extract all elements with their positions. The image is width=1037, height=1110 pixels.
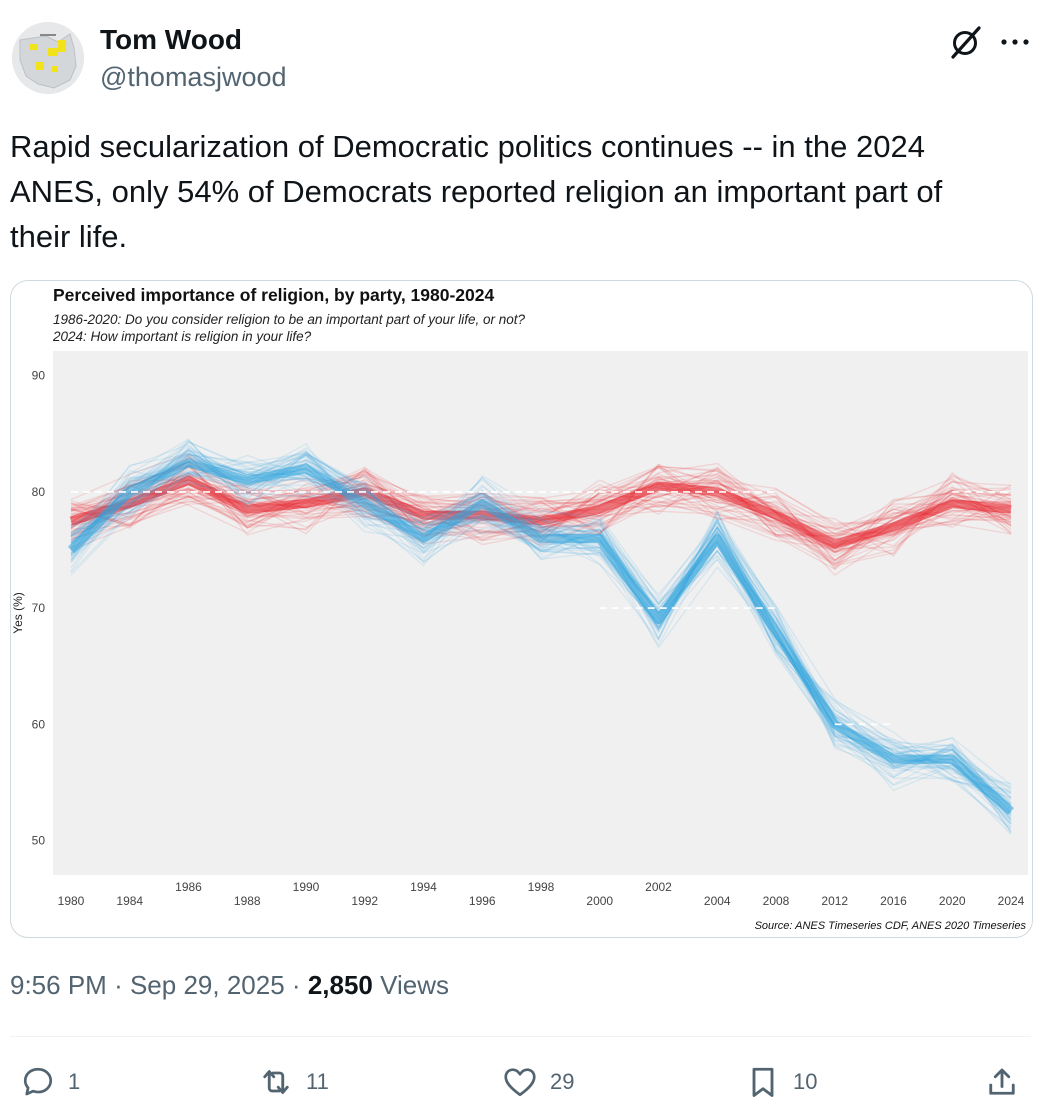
series-sample-line [70,454,1012,833]
grok-icon[interactable] [948,24,984,60]
series-sample-line [70,485,1012,561]
series-sample-line [70,454,1012,794]
bookmark-button[interactable]: 10 [745,1060,817,1104]
series-sample-line [70,467,1012,557]
series-sample-line [70,446,1012,800]
x-tick-label: 1996 [469,894,496,908]
y-tick-label: 60 [32,717,46,731]
x-tick-label: 1986 [175,880,202,894]
chart-title: Perceived importance of religion, by par… [53,285,495,305]
reply-icon [23,1067,53,1096]
x-tick-label: 2000 [586,894,613,908]
y-tick-label: 80 [32,485,46,499]
series-sample-line [70,472,1012,786]
x-tick-label: 2002 [645,880,672,894]
y-tick-label: 70 [32,601,46,615]
tweet-meta: 9:56 PM · Sep 29, 2025 · 2,850 Views [10,970,449,1001]
meta-separator-2: · [291,970,301,1000]
divider [10,1036,1031,1037]
y-tick-label: 90 [32,369,46,383]
tweet-date[interactable]: Sep 29, 2025 [129,970,285,1000]
views-label: Views [380,970,450,1000]
bookmark-count: 10 [793,1069,818,1094]
series-line-republicans [69,475,1012,549]
series-sample-line [70,447,1012,798]
share-icon [989,1068,1015,1095]
series-band-republicans [69,452,1012,576]
tweet-time[interactable]: 9:56 PM [10,970,107,1000]
like-button[interactable]: 29 [502,1060,574,1104]
reply-count: 1 [68,1069,81,1094]
y-axis-label: Yes (%) [11,592,25,634]
avatar[interactable] [12,22,84,94]
y-tick-label: 50 [32,834,46,848]
series-sample-line [70,442,1012,828]
ohio-map-avatar-icon [12,22,84,94]
series-sample-line [70,482,1012,541]
series-sample-line [70,470,1012,566]
chart-source: Source: ANES Timeseries CDF, ANES 2020 T… [755,920,1027,932]
series-sample-line [70,461,1012,562]
series-sample-line [70,450,1012,793]
bookmark-icon [752,1067,774,1097]
series-sample-line [70,440,1012,794]
views-count[interactable]: 2,850 [307,970,373,1000]
series-sample-line [70,475,1012,557]
series-sample-line [70,476,1012,535]
reply-button[interactable]: 1 [20,1060,80,1104]
x-tick-label: 2012 [821,894,848,908]
repost-icon [263,1070,289,1094]
x-tick-label: 1998 [528,880,555,894]
x-tick-label: 1992 [351,894,378,908]
like-count: 29 [550,1069,575,1094]
series-sample-line [70,463,1012,536]
series-sample-line [70,438,1012,808]
x-tick-label: 2024 [998,894,1025,908]
series-line-democrats [67,458,1014,815]
series-sample-line [70,450,1012,789]
series-sample-line [70,443,1012,805]
x-tick-label: 2016 [880,894,907,908]
heart-icon [504,1068,536,1097]
author-name[interactable]: Tom Wood [100,24,243,55]
x-tick-label: 1984 [116,894,143,908]
x-tick-label: 2020 [939,894,966,908]
plot-background [53,351,1028,875]
series-sample-line [70,479,1012,562]
x-tick-label: 1994 [410,880,437,894]
series-sample-line [70,449,1012,834]
repost-button[interactable]: 11 [258,1060,329,1104]
reference-lines [71,491,1011,726]
tweet-media-chart[interactable]: Perceived importance of religion, by par… [10,280,1033,938]
x-axis-ticks: 1980 1984 1986 1988 1990 1992 1994 1996 1998 2000… [58,880,1025,908]
author-handle[interactable]: @thomasjwood [100,62,287,92]
share-button[interactable] [984,1060,1020,1104]
series-sample-line [70,460,1012,571]
chart-subtitle-1: 1986-2020: Do you consider religion to b… [53,312,526,327]
series-sample-line [70,456,1012,788]
y-axis-ticks: 50 60 70 80 90 [32,369,46,848]
x-tick-label: 1980 [58,894,85,908]
x-tick-label: 2008 [763,894,790,908]
tweet-text: Rapid secularization of Democratic polit… [10,129,943,254]
x-tick-label: 2004 [704,894,731,908]
repost-count: 11 [306,1069,329,1094]
series-sample-line [70,473,1012,565]
x-tick-label: 1988 [234,894,261,908]
series-sample-line [70,453,1012,831]
more-icon[interactable] [996,28,1036,56]
series-bands [67,438,1014,835]
series-sample-line [70,461,1012,535]
meta-separator: · [114,970,123,1000]
chart-subtitle-2: 2024: How important is religion in your … [52,329,312,344]
series-sample-line [70,477,1012,817]
series-band-democrats [67,438,1014,835]
chart: Perceived importance of religion, by par… [11,285,1028,932]
x-tick-label: 1990 [293,880,320,894]
